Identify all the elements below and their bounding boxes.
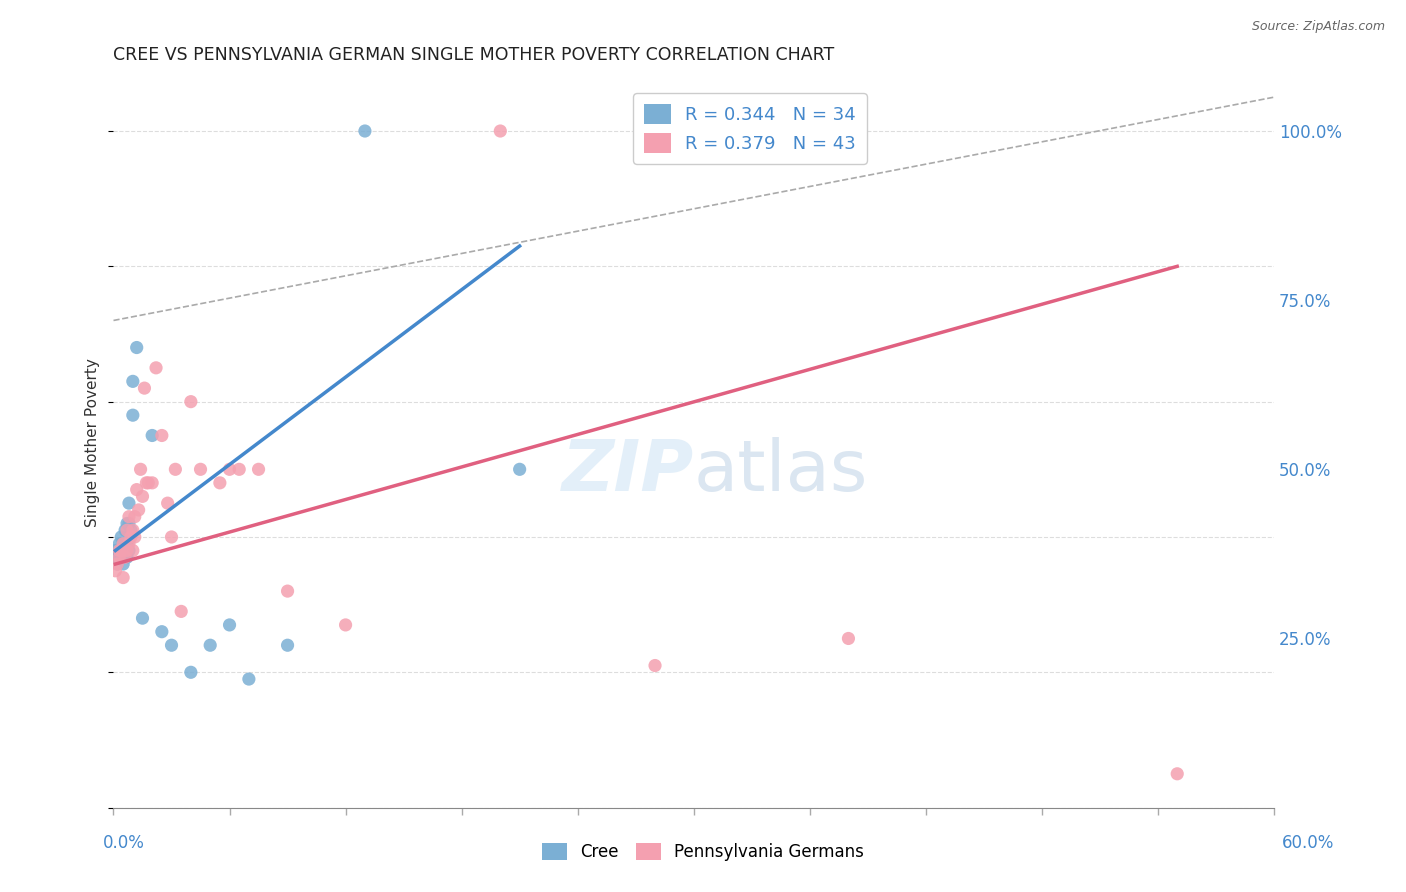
Point <box>115 537 138 551</box>
Text: CREE VS PENNSYLVANIA GERMAN SINGLE MOTHER POVERTY CORRELATION CHART: CREE VS PENNSYLVANIA GERMAN SINGLE MOTHE… <box>114 46 835 64</box>
Point <box>160 638 183 652</box>
Point <box>277 638 299 652</box>
Point <box>110 543 132 558</box>
Text: Source: ZipAtlas.com: Source: ZipAtlas.com <box>1251 20 1385 33</box>
Point <box>200 638 222 652</box>
Point <box>121 375 143 389</box>
Point <box>115 516 138 531</box>
Point <box>218 462 240 476</box>
Point <box>125 483 148 497</box>
Point <box>118 496 141 510</box>
Point <box>160 530 183 544</box>
Legend: R = 0.344   N = 34, R = 0.379   N = 43: R = 0.344 N = 34, R = 0.379 N = 43 <box>633 94 868 164</box>
Point <box>277 584 299 599</box>
Point <box>131 489 153 503</box>
Point <box>218 618 240 632</box>
Point <box>105 557 128 571</box>
Point <box>118 537 141 551</box>
Point <box>115 523 138 537</box>
Point <box>354 124 377 138</box>
Point <box>141 428 163 442</box>
Point <box>108 537 131 551</box>
Point <box>134 381 156 395</box>
Point <box>121 523 143 537</box>
Point <box>118 509 141 524</box>
Point <box>238 672 260 686</box>
Point <box>118 543 141 558</box>
Point <box>129 462 152 476</box>
Point <box>837 632 859 646</box>
Point <box>114 523 136 537</box>
Point <box>141 475 163 490</box>
Point <box>208 475 231 490</box>
Point <box>115 550 138 565</box>
Point <box>118 516 141 531</box>
Point <box>120 523 142 537</box>
Point <box>135 475 157 490</box>
Point <box>170 604 193 618</box>
Point <box>150 624 173 639</box>
Point <box>128 503 150 517</box>
Y-axis label: Single Mother Poverty: Single Mother Poverty <box>86 358 100 526</box>
Point <box>509 462 531 476</box>
Point <box>180 665 202 680</box>
Point <box>112 557 135 571</box>
Point <box>145 360 167 375</box>
Point <box>156 496 179 510</box>
Text: 0.0%: 0.0% <box>103 834 145 852</box>
Point <box>105 550 128 565</box>
Text: ZIP: ZIP <box>561 437 693 506</box>
Point <box>228 462 250 476</box>
Point <box>335 618 357 632</box>
Point <box>108 543 131 558</box>
Point <box>190 462 212 476</box>
Point <box>114 550 136 565</box>
Point <box>112 571 135 585</box>
Point <box>124 509 146 524</box>
Point <box>247 462 270 476</box>
Point <box>110 550 132 565</box>
Point <box>112 550 135 565</box>
Point <box>105 557 128 571</box>
Point <box>121 543 143 558</box>
Text: atlas: atlas <box>693 437 868 506</box>
Point <box>104 550 127 565</box>
Point <box>124 530 146 544</box>
Point <box>1166 766 1188 780</box>
Point <box>108 550 131 565</box>
Point <box>112 537 135 551</box>
Point <box>165 462 187 476</box>
Point <box>180 394 202 409</box>
Point <box>120 530 142 544</box>
Point <box>108 543 131 558</box>
Point <box>131 611 153 625</box>
Legend: Cree, Pennsylvania Germans: Cree, Pennsylvania Germans <box>536 836 870 868</box>
Point <box>489 124 512 138</box>
Text: 60.0%: 60.0% <box>1281 834 1334 852</box>
Point <box>114 543 136 558</box>
Point <box>125 341 148 355</box>
Point <box>104 543 127 558</box>
Point <box>115 543 138 558</box>
Point <box>104 564 127 578</box>
Point <box>112 537 135 551</box>
Point <box>150 428 173 442</box>
Point <box>136 475 159 490</box>
Point <box>110 530 132 544</box>
Point <box>644 658 666 673</box>
Point <box>121 408 143 422</box>
